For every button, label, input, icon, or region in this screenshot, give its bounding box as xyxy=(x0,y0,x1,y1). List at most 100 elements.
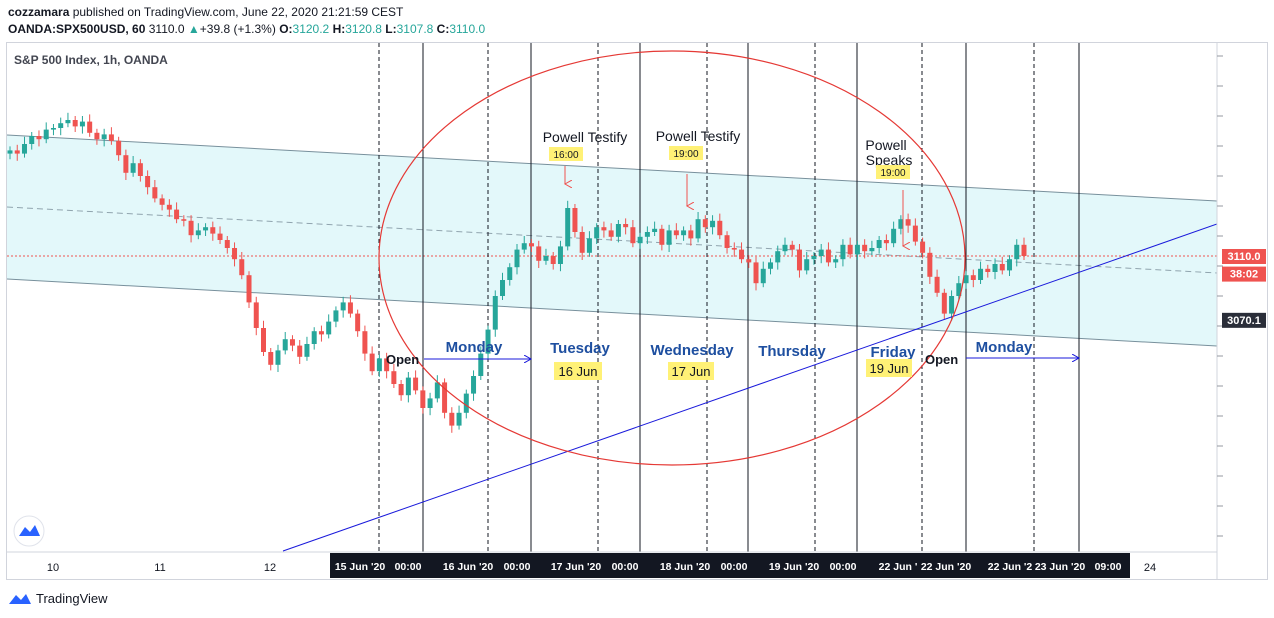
candle-body xyxy=(514,249,520,268)
candle-body xyxy=(586,238,592,253)
event-time-1: 16:00 xyxy=(553,150,578,161)
time-tick-label-highlight: 00:00 xyxy=(721,561,748,573)
event-time-3-bg xyxy=(876,165,910,179)
candle-body xyxy=(289,339,295,346)
footer-brand[interactable]: TradingView xyxy=(36,591,108,606)
candle-body xyxy=(739,249,745,260)
price-label-bg xyxy=(1222,249,1266,264)
time-tick-label-highlight: 15 Jun '20 xyxy=(335,561,386,573)
day-label-monday: Monday xyxy=(446,339,503,356)
candle-body xyxy=(652,228,658,232)
candle-body xyxy=(963,275,969,284)
candle-body xyxy=(253,302,259,328)
close-label: C: xyxy=(436,22,450,36)
candle-body xyxy=(275,350,281,365)
candle-body xyxy=(471,376,477,394)
candle-body xyxy=(413,377,419,391)
channel-mid-line xyxy=(7,206,1217,274)
candle-body xyxy=(666,230,672,245)
day-label-monday-2: Monday xyxy=(976,339,1033,356)
candle-body xyxy=(811,256,817,260)
candle-body xyxy=(282,339,288,351)
candle-body xyxy=(724,235,730,248)
candle-body xyxy=(72,120,78,127)
candle-body xyxy=(217,233,223,240)
high-value: 3120.8 xyxy=(345,22,382,36)
symbol-name[interactable]: OANDA:SPX500USD, 60 xyxy=(8,22,146,36)
candle-body xyxy=(760,268,766,284)
candle-body xyxy=(478,353,484,376)
candle-body xyxy=(340,302,346,311)
candle-body xyxy=(883,240,889,244)
candle-body xyxy=(985,268,991,272)
candle-body xyxy=(956,283,962,296)
candle-body xyxy=(905,219,911,226)
candle-body xyxy=(934,276,940,293)
candle-body xyxy=(746,259,752,263)
candle-body xyxy=(507,267,513,280)
chart-title: S&P 500 Index, 1h, OANDA xyxy=(14,53,168,67)
candle-body xyxy=(29,136,35,144)
change-arrow-icon: ▲ xyxy=(187,22,200,36)
candle-body xyxy=(941,292,947,314)
candle-body xyxy=(333,310,339,322)
candle-body xyxy=(188,220,194,236)
candle-body xyxy=(311,331,317,344)
publisher-name[interactable]: cozzamara xyxy=(8,5,70,19)
candle-body xyxy=(500,280,506,296)
candle-body xyxy=(1014,244,1020,260)
channel-upper-line xyxy=(7,134,1217,202)
candle-body xyxy=(521,243,527,250)
candle-body xyxy=(862,244,868,252)
candle-body xyxy=(232,248,238,260)
channel-lower-line xyxy=(7,278,1217,347)
highlight-ellipse[interactable] xyxy=(378,50,966,466)
candle-body xyxy=(949,296,955,314)
price-label: 38:02 xyxy=(1230,269,1258,281)
candle-body xyxy=(912,225,918,242)
candle-body xyxy=(246,275,252,303)
candle-body xyxy=(644,232,650,237)
candle-body xyxy=(463,393,469,413)
candle-body xyxy=(210,227,216,234)
candle-body xyxy=(557,246,563,264)
candle-body xyxy=(434,382,440,399)
candle-body xyxy=(833,259,839,263)
time-tick-label: 10 xyxy=(47,562,59,574)
candle-body xyxy=(702,219,708,228)
date-label-1: 16 Jun xyxy=(558,364,597,379)
trend-line[interactable] xyxy=(282,223,1217,552)
candle-body xyxy=(1021,244,1027,256)
candle-body xyxy=(1007,259,1013,271)
candle-body xyxy=(195,230,201,236)
publisher-line: cozzamara published on TradingView.com, … xyxy=(8,5,403,19)
open-label-1: Open xyxy=(386,352,419,367)
candle-body xyxy=(7,150,13,154)
low-label: L: xyxy=(385,22,397,36)
last-price: 3110.0 xyxy=(148,22,185,36)
candle-body xyxy=(442,382,448,413)
candle-body xyxy=(50,128,56,130)
candle-body xyxy=(920,241,926,253)
event-time-1-bg xyxy=(549,147,583,161)
candle-body xyxy=(391,371,397,384)
candle-body xyxy=(782,244,788,252)
candle-body xyxy=(36,136,42,140)
change-value: +39.8 (+1.3%) xyxy=(199,22,276,36)
candle-body xyxy=(347,302,353,314)
symbol-line: OANDA:SPX500USD, 60 3110.0 ▲+39.8 (+1.3%… xyxy=(8,22,485,36)
candle-body xyxy=(79,121,85,127)
candle-body xyxy=(362,331,368,354)
candle-body xyxy=(854,244,860,255)
candle-body xyxy=(565,208,571,247)
price-axis-ticks xyxy=(1217,55,1223,537)
time-axis-highlight xyxy=(330,553,1130,578)
candle-body xyxy=(137,163,143,176)
tradingview-watermark-icon[interactable] xyxy=(13,515,45,547)
candle-body xyxy=(65,120,71,124)
low-value: 3107.8 xyxy=(396,22,434,36)
candle-body xyxy=(355,313,361,332)
candle-body xyxy=(753,262,759,284)
candle-body xyxy=(181,219,187,221)
